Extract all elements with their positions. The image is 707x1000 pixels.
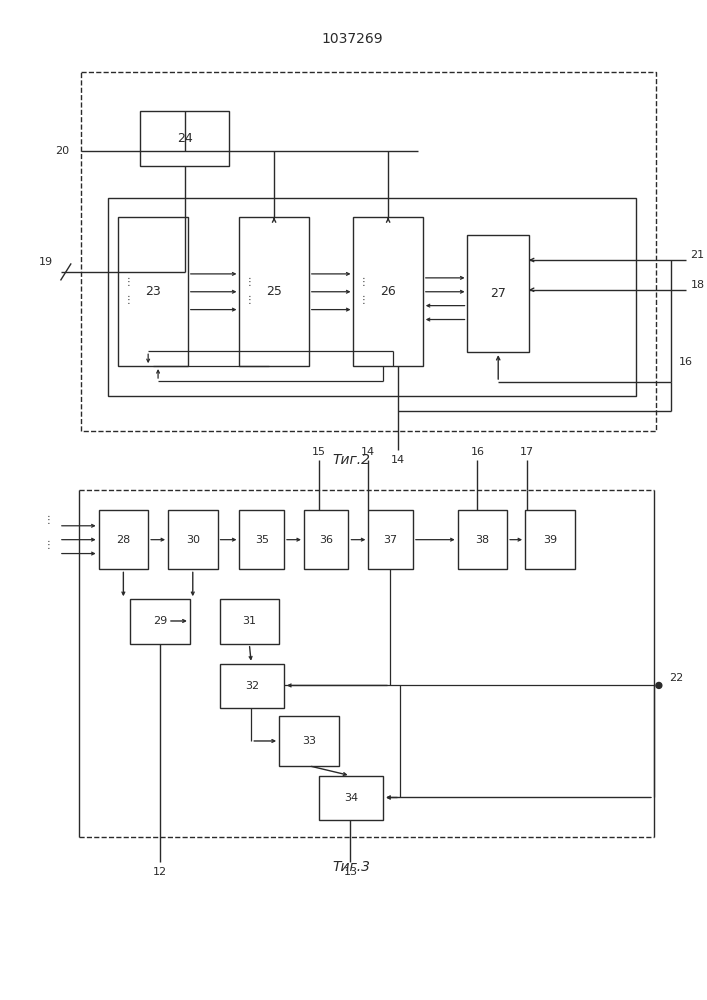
Bar [140, 111, 230, 166]
Bar [118, 217, 188, 366]
Bar [81, 72, 656, 431]
Text: 31: 31 [243, 616, 257, 626]
Text: ⋮: ⋮ [124, 277, 133, 287]
Bar [240, 217, 309, 366]
Text: ⋮: ⋮ [358, 277, 368, 287]
Bar [354, 217, 423, 366]
Bar [108, 198, 636, 396]
Text: 38: 38 [475, 535, 489, 545]
Text: 18: 18 [691, 280, 705, 290]
Bar [98, 510, 148, 569]
Text: ⋮: ⋮ [245, 295, 255, 305]
Text: 30: 30 [186, 535, 200, 545]
Text: 17: 17 [520, 447, 534, 457]
Text: 32: 32 [245, 681, 259, 691]
Text: 22: 22 [669, 673, 683, 683]
Bar [457, 510, 507, 569]
Text: 35: 35 [255, 535, 269, 545]
Text: 14: 14 [361, 447, 375, 457]
Text: ⋮: ⋮ [44, 515, 54, 525]
Text: 34: 34 [344, 793, 358, 803]
Text: 24: 24 [177, 132, 193, 145]
Bar [279, 716, 339, 766]
Text: 37: 37 [384, 535, 397, 545]
Text: 21: 21 [691, 250, 705, 260]
Bar [130, 599, 189, 644]
Text: 33: 33 [302, 736, 316, 746]
Bar [368, 510, 413, 569]
Text: 29: 29 [153, 616, 167, 626]
Circle shape [656, 682, 662, 688]
Text: ⋮: ⋮ [358, 295, 368, 305]
Text: 13: 13 [344, 867, 358, 877]
Text: 26: 26 [380, 285, 396, 298]
Text: ⋮: ⋮ [245, 277, 255, 287]
Text: 14: 14 [391, 455, 405, 465]
Text: 27: 27 [490, 287, 506, 300]
Bar [220, 664, 284, 708]
Text: 15: 15 [312, 447, 326, 457]
Text: 25: 25 [266, 285, 282, 298]
Text: 20: 20 [54, 146, 69, 156]
Bar [220, 599, 279, 644]
Text: 1037269: 1037269 [321, 32, 382, 46]
Text: 39: 39 [543, 535, 557, 545]
Text: 23: 23 [145, 285, 161, 298]
Text: 16: 16 [679, 357, 693, 367]
Text: 19: 19 [39, 257, 53, 267]
Bar [467, 235, 529, 352]
Text: ⋮: ⋮ [124, 295, 133, 305]
Text: 28: 28 [116, 535, 131, 545]
Text: 16: 16 [470, 447, 484, 457]
Text: 36: 36 [319, 535, 333, 545]
Text: 12: 12 [153, 867, 167, 877]
Text: Τиг.3: Τиг.3 [332, 860, 370, 874]
Bar [240, 510, 284, 569]
Bar [319, 776, 383, 820]
Bar [525, 510, 575, 569]
Text: ⋮: ⋮ [44, 540, 54, 550]
Bar [168, 510, 218, 569]
Text: Τиг.2: Τиг.2 [332, 453, 370, 467]
Bar [304, 510, 349, 569]
